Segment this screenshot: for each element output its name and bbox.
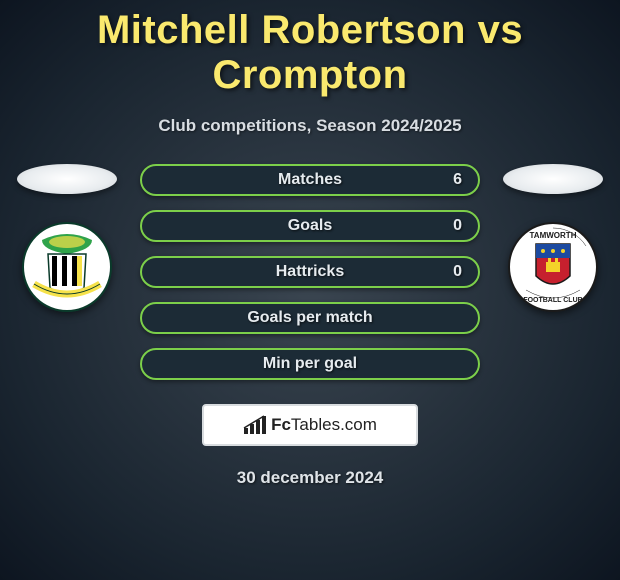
stat-label: Matches <box>278 171 342 189</box>
bar-chart-icon <box>243 415 267 435</box>
date-line: 30 december 2024 <box>0 468 620 488</box>
crest-left <box>22 222 112 312</box>
brand-text: FcTables.com <box>271 415 377 435</box>
subtitle: Club competitions, Season 2024/2025 <box>0 116 620 136</box>
stat-label: Hattricks <box>276 263 344 281</box>
stat-value: 6 <box>453 171 462 189</box>
comparison-row: Matches 6 Goals 0 Hattricks 0 Goals per … <box>0 164 620 380</box>
stat-label: Goals per match <box>247 309 372 327</box>
svg-text:FOOTBALL CLUB: FOOTBALL CLUB <box>523 297 582 304</box>
page-title: Mitchell Robertson vs Crompton <box>0 0 620 98</box>
stats-column: Matches 6 Goals 0 Hattricks 0 Goals per … <box>140 164 480 380</box>
stat-label: Goals <box>288 217 332 235</box>
stat-min-per-goal: Min per goal <box>140 348 480 380</box>
stat-goals: Goals 0 <box>140 210 480 242</box>
stat-hattricks: Hattricks 0 <box>140 256 480 288</box>
player-left-disc <box>17 164 117 194</box>
stat-goals-per-match: Goals per match <box>140 302 480 334</box>
stat-value: 0 <box>453 263 462 281</box>
stat-matches: Matches 6 <box>140 164 480 196</box>
player-right-column: TAMWORTH FOOTBALL CLUB <box>498 164 608 312</box>
brand-box[interactable]: FcTables.com <box>202 404 418 446</box>
tamworth-fc-badge-icon: TAMWORTH FOOTBALL CLUB <box>508 222 598 312</box>
player-right-disc <box>503 164 603 194</box>
player-left-column <box>12 164 122 312</box>
stat-value: 0 <box>453 217 462 235</box>
solihull-moors-badge-icon <box>22 222 112 312</box>
crest-right: TAMWORTH FOOTBALL CLUB <box>508 222 598 312</box>
stat-label: Min per goal <box>263 355 357 373</box>
svg-text:TAMWORTH: TAMWORTH <box>530 231 577 240</box>
